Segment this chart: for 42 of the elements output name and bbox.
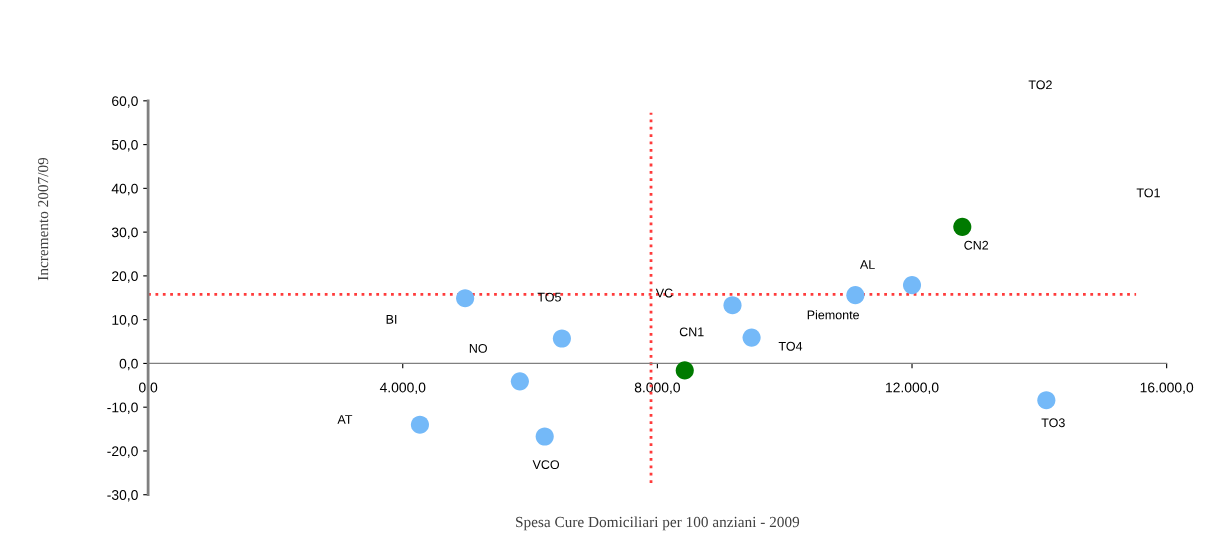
annotation: CN1 [679,327,704,337]
annotation: VC [655,288,673,298]
point [552,329,571,348]
point [410,415,429,434]
y-tick-label: 60,0 [112,96,138,108]
y-tick-label: -30,0 [107,490,138,502]
x-tick-label: 12.000,0 [886,382,939,395]
x-tick-label: 4.000,0 [379,382,426,395]
y-tick-label: 20,0 [112,271,138,283]
annotation: TO3 [1041,418,1065,428]
text: TO2 [1028,80,1052,90]
point [535,427,554,446]
point [456,289,475,308]
y-tick-label: 40,0 [111,183,138,196]
y-tick-label: -20,0 [107,446,138,458]
point [902,276,922,295]
x-tick-label: 8.000,0 [634,382,681,395]
annotation: BI [386,315,397,324]
y-tick-label: -10,0 [107,402,138,414]
annotation: TO4 [778,341,803,351]
annotation: TO1 [1136,188,1160,198]
annotation: CN2 [964,240,989,250]
x-tick-label: 16.000,0 [1140,382,1194,395]
x-axis-title: Spesa Cure Domiciliari per 100 anziani - 2009 [516,516,800,531]
point [510,372,529,391]
annotation: AL [859,260,875,269]
point [1037,391,1056,410]
y-tick-label: 50,0 [111,139,138,152]
y-tick-label: 0,0 [119,358,138,371]
annotation: AT [337,415,353,424]
annotation: TO5 [537,292,561,302]
point [742,328,761,347]
annotation: NO [469,343,487,353]
point [953,217,972,236]
point [675,361,694,380]
y-tick-label: 10,0 [112,314,138,327]
point [846,286,865,305]
y-tick-label: 30,0 [111,227,138,239]
annotation: Piemonte [807,310,859,320]
annotation: VCO [532,460,560,470]
y-axis-title: Incremento 2007/09 [37,157,49,281]
point [723,296,742,315]
